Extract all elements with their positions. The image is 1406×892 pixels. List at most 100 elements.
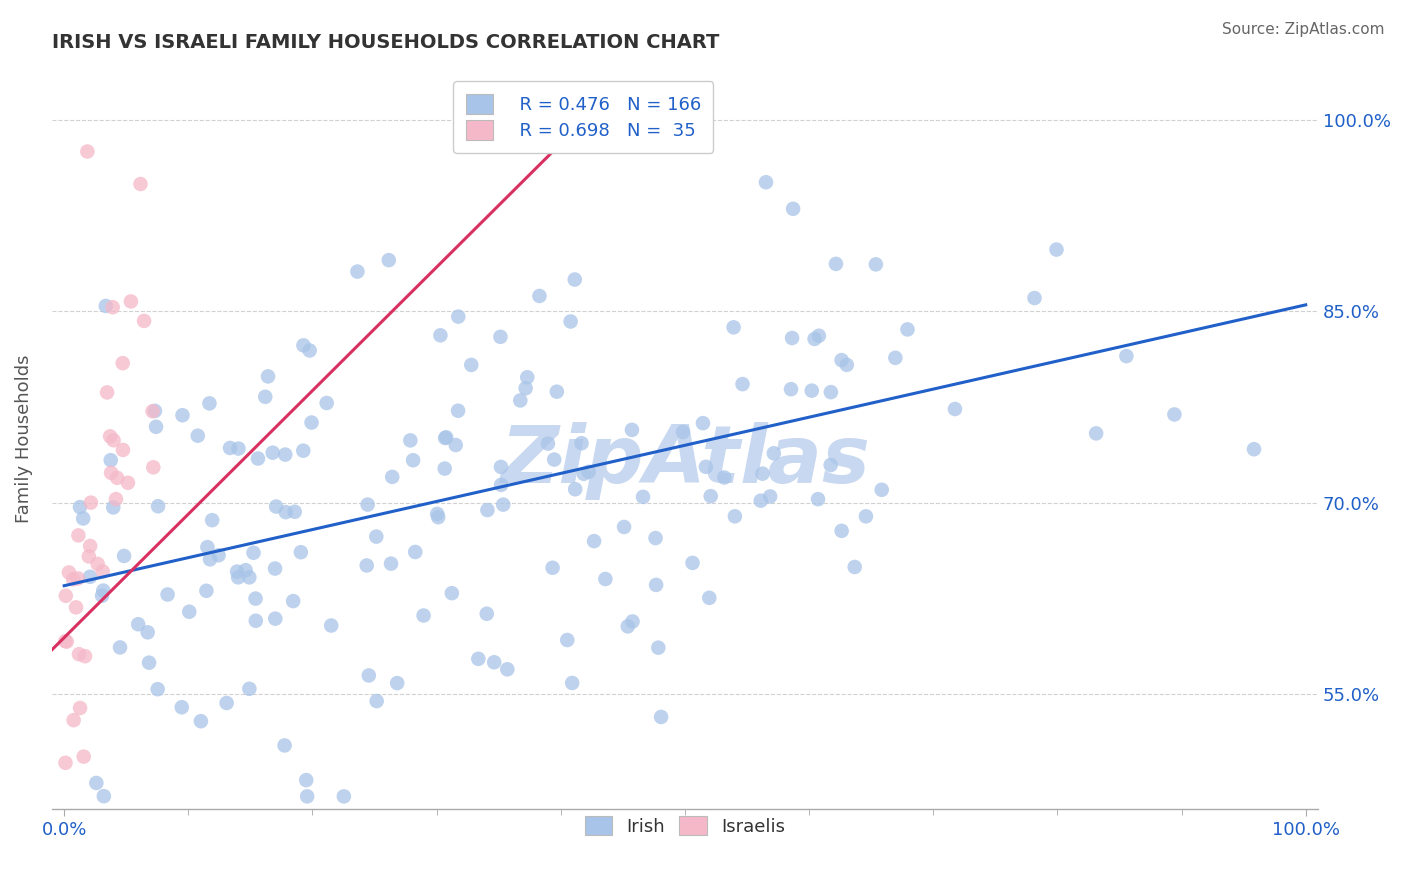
Point bbox=[749, 493, 772, 508]
Point bbox=[433, 461, 456, 475]
Point bbox=[283, 594, 305, 608]
Point bbox=[543, 452, 565, 467]
Point bbox=[298, 343, 321, 358]
Point bbox=[943, 402, 966, 417]
Point bbox=[67, 647, 90, 661]
Point bbox=[321, 618, 343, 632]
Point bbox=[245, 614, 267, 628]
Point bbox=[274, 448, 297, 462]
Point bbox=[262, 446, 284, 460]
Point bbox=[723, 320, 745, 334]
Point bbox=[117, 475, 139, 490]
Point bbox=[564, 482, 586, 496]
Point bbox=[274, 505, 297, 519]
Point bbox=[65, 600, 87, 615]
Point bbox=[697, 591, 720, 605]
Point bbox=[254, 390, 277, 404]
Point bbox=[555, 633, 578, 648]
Point bbox=[572, 467, 595, 481]
Point bbox=[93, 789, 115, 804]
Point bbox=[782, 202, 804, 216]
Point bbox=[699, 489, 721, 503]
Point bbox=[156, 587, 179, 601]
Point bbox=[884, 351, 907, 365]
Point bbox=[621, 615, 644, 629]
Point bbox=[755, 175, 778, 189]
Point bbox=[86, 557, 108, 571]
Point bbox=[831, 353, 853, 368]
Point bbox=[751, 467, 773, 481]
Point bbox=[66, 571, 89, 585]
Point bbox=[86, 776, 108, 790]
Point bbox=[825, 257, 848, 271]
Point bbox=[870, 483, 893, 497]
Point bbox=[257, 369, 280, 384]
Point bbox=[73, 649, 96, 664]
Text: IRISH VS ISRAELI FAMILY HOUSEHOLDS CORRELATION CHART: IRISH VS ISRAELI FAMILY HOUSEHOLDS CORRE… bbox=[52, 33, 718, 52]
Point bbox=[226, 570, 249, 584]
Point bbox=[91, 565, 114, 579]
Point bbox=[197, 540, 219, 554]
Point bbox=[529, 289, 551, 303]
Point bbox=[460, 358, 482, 372]
Point bbox=[242, 546, 264, 560]
Y-axis label: Family Households: Family Households bbox=[15, 355, 32, 523]
Point bbox=[865, 257, 887, 271]
Point bbox=[69, 500, 91, 514]
Point bbox=[595, 572, 617, 586]
Point bbox=[228, 442, 250, 456]
Point bbox=[111, 356, 134, 370]
Point bbox=[132, 314, 155, 328]
Point bbox=[142, 460, 165, 475]
Point bbox=[896, 322, 918, 336]
Point bbox=[682, 556, 704, 570]
Point bbox=[482, 655, 505, 669]
Point bbox=[807, 492, 830, 507]
Point bbox=[780, 382, 803, 396]
Point bbox=[103, 500, 125, 515]
Point bbox=[105, 471, 128, 485]
Point bbox=[146, 682, 169, 697]
Point bbox=[91, 589, 114, 603]
Point bbox=[731, 377, 754, 392]
Point bbox=[290, 545, 312, 559]
Point bbox=[780, 331, 803, 345]
Point bbox=[820, 458, 842, 472]
Point bbox=[1115, 349, 1137, 363]
Point bbox=[207, 548, 229, 562]
Point bbox=[366, 530, 388, 544]
Point bbox=[724, 509, 747, 524]
Point bbox=[198, 552, 221, 566]
Point bbox=[62, 572, 84, 586]
Point bbox=[807, 328, 830, 343]
Point bbox=[145, 419, 167, 434]
Point bbox=[434, 431, 457, 445]
Point bbox=[100, 453, 122, 467]
Point bbox=[101, 300, 124, 314]
Point bbox=[103, 434, 125, 448]
Point bbox=[571, 436, 593, 450]
Point bbox=[55, 756, 77, 770]
Point bbox=[803, 332, 825, 346]
Point bbox=[292, 338, 315, 352]
Point bbox=[647, 640, 669, 655]
Point bbox=[112, 549, 135, 563]
Point bbox=[96, 385, 118, 400]
Point bbox=[333, 789, 356, 804]
Point bbox=[429, 328, 451, 343]
Point bbox=[136, 625, 159, 640]
Point bbox=[1024, 291, 1046, 305]
Point bbox=[55, 634, 77, 648]
Point bbox=[650, 710, 672, 724]
Point bbox=[820, 385, 842, 400]
Point bbox=[412, 608, 434, 623]
Point bbox=[844, 560, 866, 574]
Point bbox=[67, 528, 90, 542]
Point bbox=[238, 681, 260, 696]
Point bbox=[142, 404, 165, 418]
Point bbox=[120, 294, 142, 309]
Point bbox=[381, 470, 404, 484]
Point bbox=[616, 619, 638, 633]
Point bbox=[58, 566, 80, 580]
Point bbox=[692, 416, 714, 430]
